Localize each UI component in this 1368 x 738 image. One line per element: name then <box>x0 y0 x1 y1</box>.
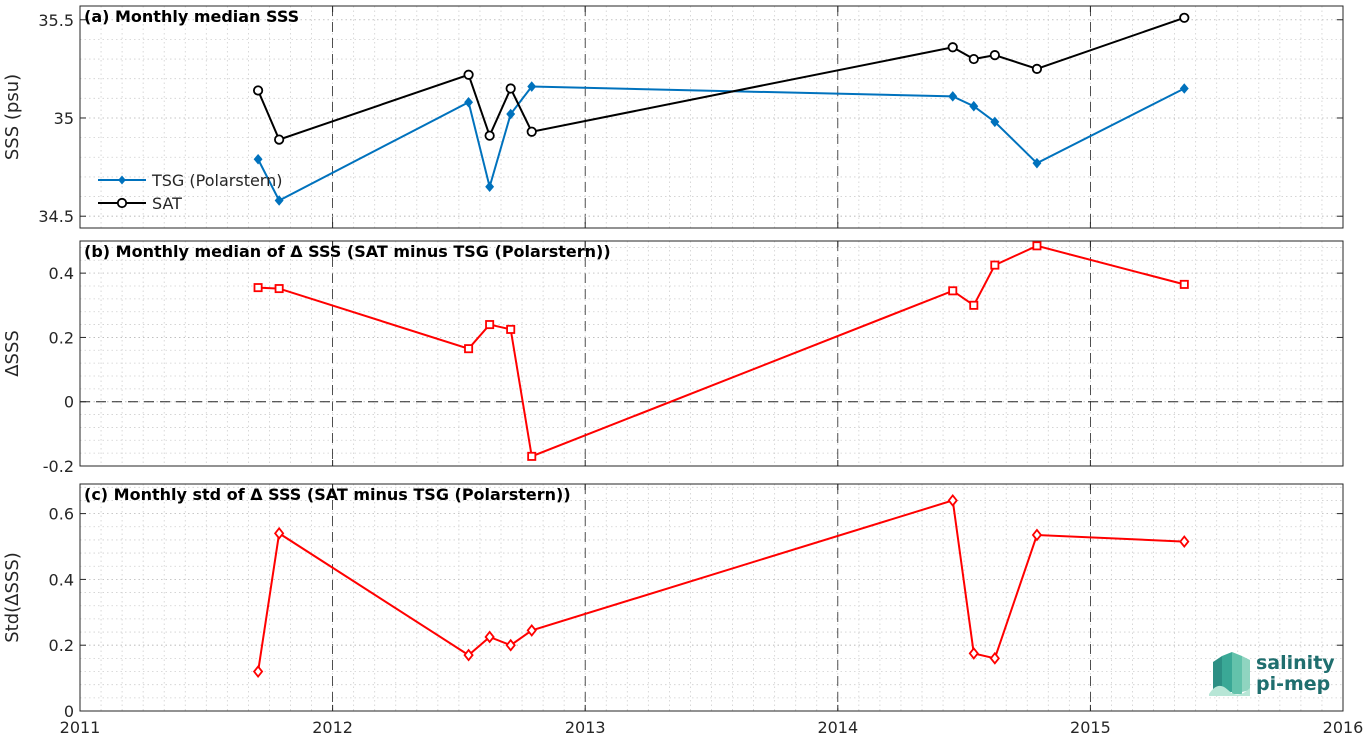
panel-monthly-median-sss: 34.5 35 35.5 SSS (psu) (a) Monthly median SS… <box>2 5 1344 229</box>
data-point <box>506 108 516 120</box>
x-tick-label: 2016 <box>1323 718 1364 737</box>
legend: TSG (Polarstern) SAT <box>98 171 282 213</box>
panel-title: (a) Monthly median SSS <box>84 7 299 26</box>
data-point <box>990 260 1000 270</box>
data-point <box>1179 83 1189 94</box>
data-point <box>1179 279 1189 289</box>
logo-line-2: pi-mep <box>1256 673 1330 695</box>
data-point <box>253 153 263 165</box>
data-point <box>948 91 958 102</box>
y-tick-label: 0.6 <box>49 505 74 524</box>
data-point <box>1032 157 1042 169</box>
data-point <box>969 100 979 112</box>
data-point <box>1031 528 1043 542</box>
data-point <box>505 83 516 94</box>
y-tick-label: 0.2 <box>49 328 74 347</box>
data-point <box>485 320 495 330</box>
y-axis-label: SSS (psu) <box>2 74 23 160</box>
grid <box>79 484 1344 712</box>
data-point <box>968 646 979 660</box>
data-point <box>969 300 979 310</box>
data-point <box>1031 63 1043 74</box>
x-tick-label: 2011 <box>60 718 101 737</box>
x-tick-label: 2015 <box>1070 718 1111 737</box>
data-point <box>253 283 263 293</box>
data-point <box>989 651 1000 665</box>
data-point <box>252 665 264 678</box>
series-series-0 <box>253 241 1189 461</box>
data-point <box>527 81 537 92</box>
data-point <box>484 630 495 644</box>
data-point <box>463 648 474 662</box>
data-point <box>947 42 958 53</box>
data-point <box>526 126 537 137</box>
data-point <box>484 130 495 141</box>
data-point <box>948 286 958 296</box>
x-tick-label: 2012 <box>312 718 353 737</box>
axes-box <box>79 483 1344 712</box>
data-point <box>1179 12 1190 23</box>
data-point <box>463 69 474 80</box>
panel-title: (c) Monthly std of Δ SSS (SAT minus TSG … <box>84 485 571 504</box>
y-tick-label: 0 <box>64 702 74 721</box>
data-point <box>464 344 474 354</box>
salinity-pi-mep-logo: salinity pi-mep <box>1209 652 1335 696</box>
panel-delta-sss-median: -0.2 0 0.2 0.4 ΔSSS (b) Monthly median of Δ S… <box>2 240 1344 476</box>
y-tick-label: 0.4 <box>49 570 74 589</box>
y-tick-label: 0.4 <box>49 264 74 283</box>
panel-delta-sss-std: 0 0.2 0.4 0.6 2011 2012 2013 2014 2015 2016 Std(ΔS… <box>2 483 1364 737</box>
data-point <box>274 134 285 145</box>
data-point <box>1179 535 1190 549</box>
logo-emblem-icon <box>1209 652 1250 696</box>
series-series-0 <box>252 494 1190 678</box>
grid <box>79 6 1344 228</box>
data-point <box>989 50 1000 61</box>
data-point <box>968 53 979 65</box>
legend-marker <box>118 175 126 185</box>
y-axis-label: ΔSSS <box>2 330 23 377</box>
data-point <box>274 195 284 206</box>
series-tsg-polarstern <box>253 81 1189 206</box>
series-sat <box>252 12 1190 145</box>
data-point <box>526 623 537 637</box>
data-point <box>273 526 285 540</box>
y-tick-label: -0.2 <box>43 457 74 476</box>
logo-line-1: salinity <box>1256 652 1335 674</box>
data-point <box>274 284 284 294</box>
x-tick-label: 2014 <box>817 718 858 737</box>
legend-marker <box>116 197 128 209</box>
y-tick-label: 34.5 <box>38 207 74 226</box>
data-point <box>485 181 495 193</box>
y-tick-label: 35 <box>54 109 74 128</box>
data-point <box>506 324 516 334</box>
data-point <box>527 451 537 461</box>
axes-box <box>79 240 1344 467</box>
legend-entry: SAT <box>152 194 182 213</box>
y-tick-label: 0.2 <box>49 636 74 655</box>
y-tick-label: 35.5 <box>38 11 74 30</box>
data-point <box>990 116 1000 128</box>
data-point <box>1032 241 1042 251</box>
y-tick-label: 0 <box>64 393 74 412</box>
y-axis-label: Std(ΔSSS) <box>2 552 23 643</box>
axes-box <box>79 5 1344 229</box>
data-point <box>252 85 264 96</box>
data-point <box>947 494 958 507</box>
data-point <box>505 638 516 652</box>
legend-entry: TSG (Polarstern) <box>151 171 282 190</box>
data-point <box>464 96 474 108</box>
x-tick-label: 2013 <box>565 718 606 737</box>
panel-title: (b) Monthly median of Δ SSS (SAT minus T… <box>84 242 611 261</box>
